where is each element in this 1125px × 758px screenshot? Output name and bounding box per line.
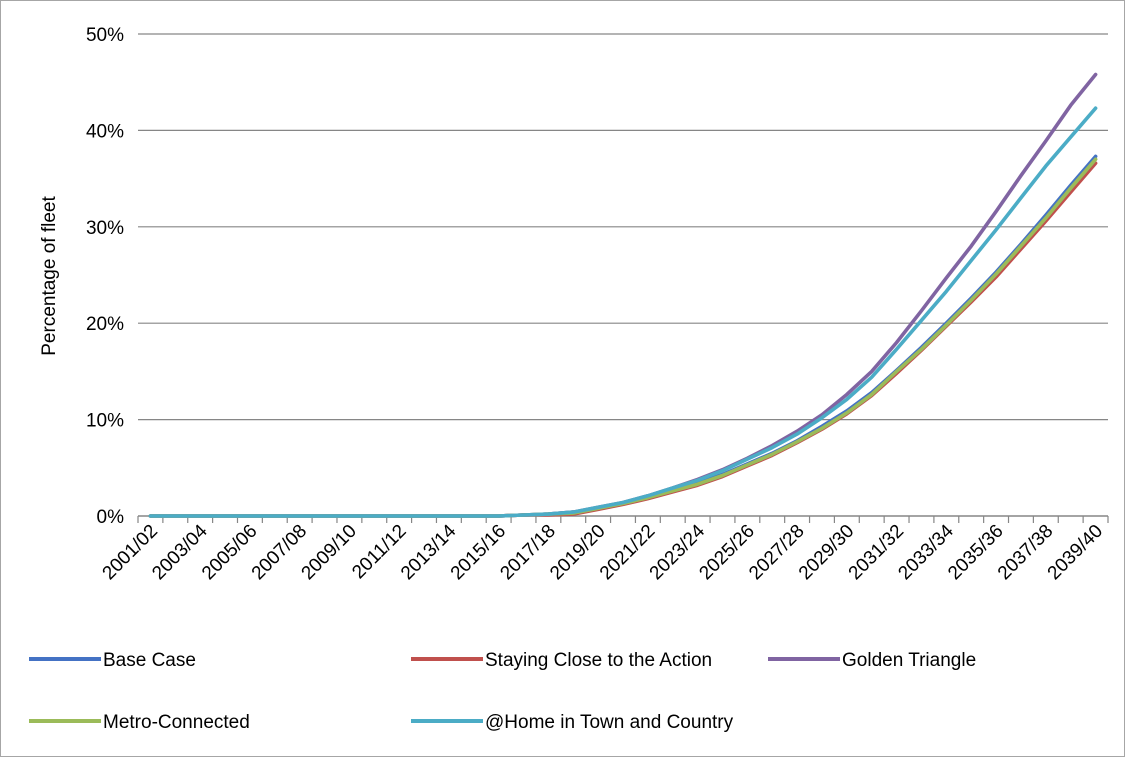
y-tick-label: 40% — [86, 121, 124, 142]
series-line — [148, 72, 1098, 518]
y-tick-label: 0% — [97, 507, 125, 528]
legend-item: Base Case — [29, 650, 196, 671]
y-tick-label: 50% — [86, 25, 124, 46]
legend-label: Golden Triangle — [842, 650, 976, 671]
x-tick-label: 2009/10 — [298, 521, 361, 584]
series-line — [148, 161, 1098, 518]
y-tick-label: 30% — [86, 218, 124, 239]
y-tick-label: 20% — [86, 314, 124, 335]
y-axis-title: Percentage of fleet — [39, 196, 60, 356]
legend-label: Metro-Connected — [103, 712, 250, 733]
legend-item: Golden Triangle — [768, 650, 976, 671]
series-line — [148, 154, 1098, 518]
y-axis-ticks: 0% 10% 20% 30% 40% 50% — [86, 25, 124, 528]
legend-item: Staying Close to the Action — [411, 650, 712, 671]
legend-item: Metro-Connected — [29, 712, 250, 733]
legend-label: Base Case — [103, 650, 196, 671]
series-lines — [148, 72, 1098, 518]
legend: Base Case Staying Close to the Action Gold… — [29, 650, 976, 733]
legend-label: @Home in Town and Country — [485, 712, 734, 733]
legend-item: @Home in Town and Country — [411, 712, 734, 733]
x-axis: 2001/022003/042005/062007/082009/102011/… — [99, 515, 1109, 584]
gridlines — [138, 33, 1108, 421]
legend-label: Staying Close to the Action — [485, 650, 712, 671]
x-tick-label: 2039/40 — [1044, 521, 1107, 584]
series-line — [148, 106, 1098, 518]
y-tick-label: 10% — [86, 411, 124, 432]
series-line — [148, 157, 1098, 518]
